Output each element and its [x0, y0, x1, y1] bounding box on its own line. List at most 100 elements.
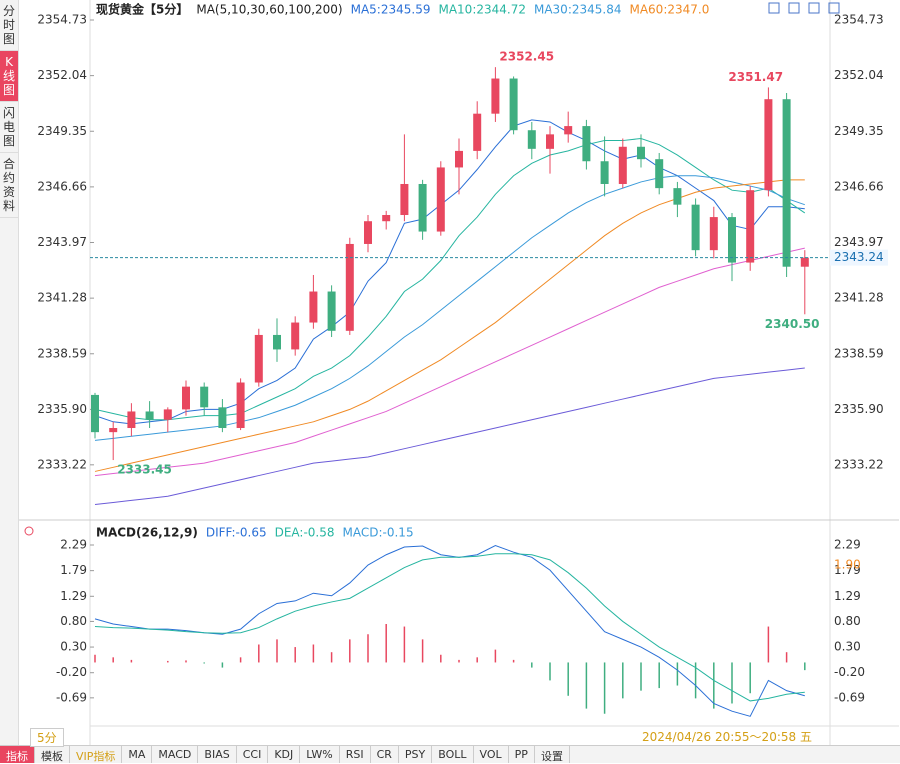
toolbar-tab[interactable]: BIAS — [198, 746, 237, 763]
toolbar-tab[interactable]: MA — [122, 746, 153, 763]
y-tick-label: 0.80 — [60, 614, 87, 628]
candle-body — [564, 126, 573, 135]
annotation: 2351.47 — [728, 70, 783, 84]
toolbar-tab[interactable]: KDJ — [268, 746, 301, 763]
y-tick-label: 0.80 — [834, 614, 861, 628]
y-tick-label: 1.29 — [60, 589, 87, 603]
sidebar: 分时图 K线图 闪电图 合约资料 — [0, 0, 19, 746]
candle-body — [473, 113, 482, 151]
last-price-box — [830, 249, 888, 266]
y-tick-label: 1.79 — [60, 563, 87, 577]
candle-body — [291, 322, 300, 350]
sidebar-tab[interactable]: 分时图 — [0, 0, 18, 51]
chart-title: 现货黄金【5分】 — [96, 2, 188, 17]
legend-entry: DEA:-0.58 — [275, 526, 335, 540]
period[interactable]: 5分 — [30, 728, 64, 747]
legend-entry: MACD:-0.15 — [343, 526, 414, 540]
toolbar-tab[interactable]: RSI — [340, 746, 371, 763]
toolbar-tab[interactable]: LW% — [300, 746, 340, 763]
indicator-label: MA(5,10,30,60,100,200) — [196, 3, 342, 17]
ma-line — [94, 179, 805, 472]
candle-body — [527, 130, 536, 149]
annotation: 2352.45 — [499, 50, 554, 64]
candle-body — [364, 221, 372, 244]
y-tick-label: 2341.28 — [37, 291, 87, 305]
y-tick-label: 2343.97 — [834, 235, 884, 249]
sidebar-tab[interactable]: 闪电图 — [0, 102, 18, 153]
icon[interactable] — [768, 2, 780, 14]
toolbar-tab[interactable]: 设置 — [535, 746, 570, 763]
icon[interactable] — [828, 2, 840, 14]
candle-body — [509, 78, 518, 131]
toolbar-tab[interactable]: BOLL — [432, 746, 474, 763]
icon[interactable] — [808, 2, 820, 14]
toolbar-tab[interactable]: 指标 — [0, 746, 35, 763]
candle-body — [254, 334, 263, 383]
candle-body — [728, 217, 736, 263]
y-tick-label: 2335.90 — [834, 402, 884, 416]
y-tick-label: -0.20 — [834, 665, 865, 679]
toolbar-tab[interactable]: VIP指标 — [70, 746, 123, 763]
y-tick-label: 2352.04 — [37, 68, 87, 82]
ma-line — [94, 367, 805, 506]
candle-body — [273, 334, 281, 350]
marker-label: 1.90 — [834, 558, 861, 572]
candle-body — [782, 99, 791, 267]
legend-entry: MA30:2345.84 — [534, 3, 622, 17]
candle-body — [218, 407, 227, 429]
y-tick-label: 2341.28 — [834, 291, 884, 305]
candle-body — [109, 428, 118, 433]
toolbar-tab[interactable]: MACD — [152, 746, 199, 763]
candle-body — [618, 146, 627, 184]
y-tick-label: 2338.59 — [834, 346, 884, 360]
y-tick-label: 2346.66 — [37, 179, 87, 193]
candle-body — [327, 291, 336, 331]
y-tick-label: 2343.97 — [37, 235, 87, 249]
candle-body — [127, 411, 136, 429]
candle-body — [491, 78, 500, 114]
candle-body — [200, 386, 209, 408]
y-tick-label: 0.30 — [834, 640, 861, 654]
y-tick-label: 2354.73 — [834, 13, 884, 27]
macd-line — [94, 553, 805, 702]
candle-body — [309, 291, 318, 323]
candle-body — [400, 183, 409, 216]
candle-body — [182, 386, 190, 410]
candle-body — [673, 188, 682, 205]
y-tick-label: 2338.59 — [37, 346, 87, 360]
candle-body — [436, 167, 445, 232]
toolbar-tab[interactable]: 模板 — [35, 746, 70, 763]
y-tick-label: -0.20 — [56, 665, 87, 679]
candle-body — [418, 183, 427, 232]
macd-line — [94, 544, 805, 717]
y-tick-label: 2.29 — [834, 538, 861, 552]
candle-body — [600, 161, 609, 184]
candle-body — [345, 243, 354, 331]
annotation: 2333.45 — [117, 463, 172, 477]
y-tick-label: 2349.35 — [37, 124, 87, 138]
y-tick-label: 1.29 — [834, 589, 861, 603]
ma-line — [94, 137, 806, 421]
y-tick-label: 2333.22 — [834, 457, 884, 471]
toolbar-tab[interactable]: CR — [371, 746, 399, 763]
y-tick-label: -0.69 — [834, 690, 865, 704]
y-tick-label: -0.69 — [56, 690, 87, 704]
candle-body — [709, 217, 718, 251]
toolbar-tab[interactable]: PP — [509, 746, 535, 763]
y-tick-label: 2335.90 — [37, 402, 87, 416]
legend-entry: MA10:2344.72 — [438, 3, 526, 17]
settings-icon[interactable] — [24, 526, 34, 536]
toolbar-tab[interactable]: VOL — [474, 746, 509, 763]
y-tick-label: 2349.35 — [834, 124, 884, 138]
chart: 2354.73 2354.73 2352.04 2352.04 2349.35 2349.… — [19, 0, 899, 745]
sidebar-tab[interactable]: K线图 — [0, 51, 18, 102]
toolbar-tab[interactable]: PSY — [399, 746, 433, 763]
candle-body — [163, 409, 172, 420]
y-tick-label: 2346.66 — [834, 179, 884, 193]
toolbar-tab[interactable]: CCI — [237, 746, 269, 763]
y-tick-label: 1.79 — [834, 563, 861, 577]
sidebar-tab[interactable]: 合约资料 — [0, 153, 18, 218]
icon[interactable] — [788, 2, 800, 14]
y-tick-label: 2354.73 — [37, 13, 87, 27]
y-tick-label: 2333.22 — [37, 457, 87, 471]
